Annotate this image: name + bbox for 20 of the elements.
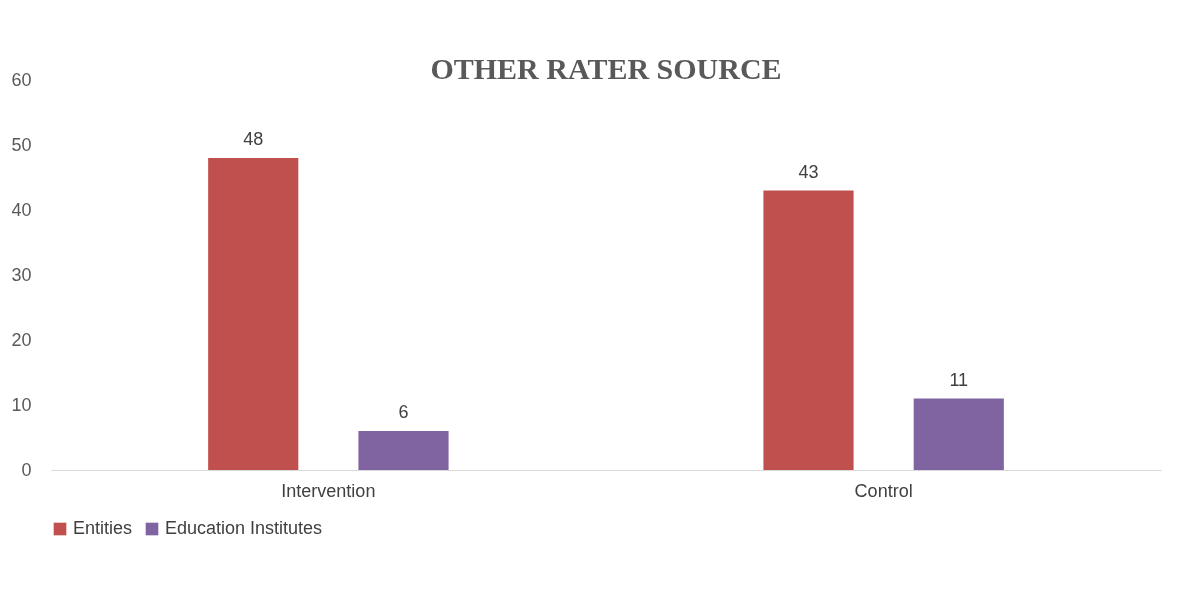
data-label: 6 <box>398 402 409 422</box>
x-tick-label: Control <box>854 480 913 501</box>
y-tick-label: 30 <box>11 264 32 285</box>
y-tick-label: 10 <box>11 394 32 415</box>
y-tick-label: 60 <box>11 69 32 90</box>
data-label: 11 <box>949 369 969 390</box>
y-tick-label: 40 <box>11 199 32 220</box>
legend-label: Education Institutes <box>165 518 323 538</box>
bar <box>913 398 1004 470</box>
data-label: 48 <box>243 129 264 149</box>
bar <box>208 158 299 470</box>
chart-title: OTHER RATER SOURCE <box>430 52 782 85</box>
x-tick-label: Intervention <box>281 480 376 501</box>
y-tick-label: 0 <box>21 459 32 480</box>
bar <box>763 190 854 470</box>
data-label: 43 <box>798 161 819 182</box>
bar <box>358 431 449 470</box>
legend-label: Entities <box>73 518 133 538</box>
y-tick-label: 50 <box>11 134 32 155</box>
y-tick-label: 20 <box>11 329 32 350</box>
